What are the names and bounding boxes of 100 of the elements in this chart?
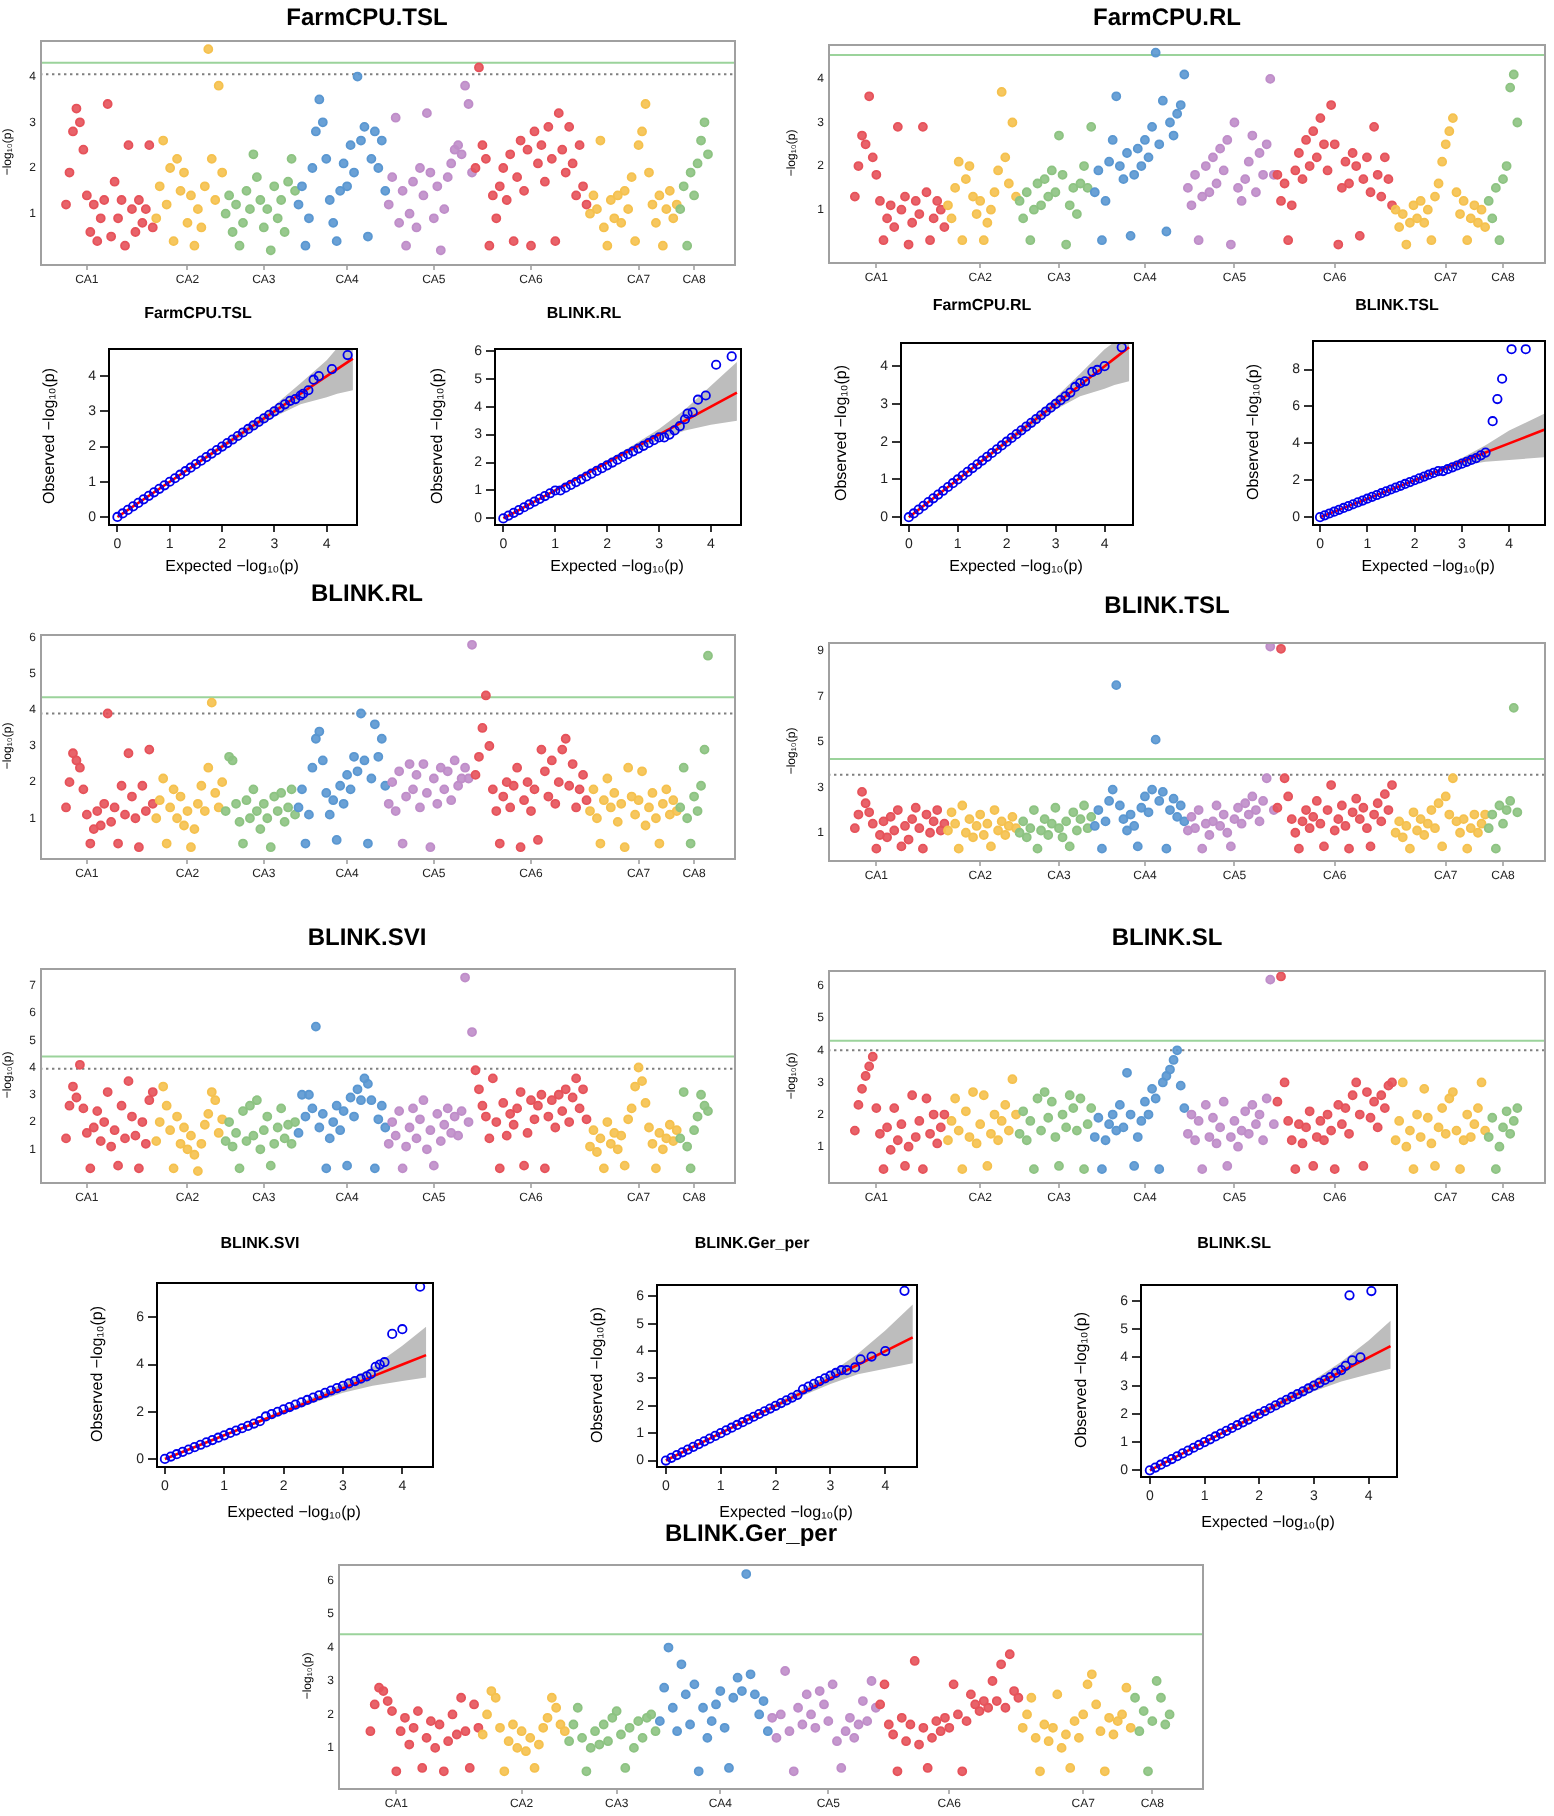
point: [201, 452, 212, 463]
point: [1475, 450, 1486, 461]
point: [1172, 1451, 1183, 1462]
point: [195, 1439, 206, 1450]
point: [808, 1378, 820, 1389]
point: [1161, 1456, 1172, 1467]
point: [1447, 462, 1458, 473]
point: [1297, 1386, 1309, 1397]
point: [555, 485, 566, 496]
chart-title: BLINK.Ger_per: [664, 1519, 838, 1548]
point: [1087, 366, 1098, 377]
point: [1452, 460, 1463, 471]
point: [544, 488, 556, 499]
point: [612, 454, 623, 465]
point: [320, 1387, 331, 1398]
point: [770, 1400, 781, 1411]
point: [1404, 477, 1415, 488]
point: [677, 1447, 688, 1458]
point: [666, 1452, 677, 1463]
point: [671, 1449, 682, 1461]
point: [1520, 344, 1531, 355]
point: [1226, 1422, 1237, 1434]
point: [1466, 454, 1477, 466]
chart-title: BLINK.SL: [1111, 923, 1223, 952]
point: [503, 510, 514, 521]
point: [1314, 512, 1326, 523]
point: [933, 489, 944, 500]
x-axis-title: Expected −log₁₀(p): [1361, 556, 1496, 575]
point: [866, 1351, 877, 1362]
point: [279, 399, 290, 410]
point: [942, 481, 954, 493]
point: [1418, 471, 1430, 482]
point: [206, 448, 217, 459]
point: [112, 511, 123, 523]
point: [1060, 391, 1071, 402]
chart-title: BLINK.TSL: [1104, 591, 1230, 620]
point: [164, 476, 175, 487]
point: [899, 1285, 910, 1296]
point: [308, 1392, 319, 1403]
point: [175, 469, 186, 480]
point: [379, 1357, 390, 1368]
point: [781, 1395, 792, 1406]
point: [219, 1430, 230, 1441]
point: [825, 1370, 836, 1381]
point: [397, 1324, 408, 1335]
point: [972, 459, 983, 470]
point: [225, 1427, 236, 1439]
point: [792, 1389, 803, 1400]
point: [1150, 1462, 1161, 1473]
point: [692, 394, 704, 405]
point: [260, 1411, 271, 1422]
point: [1193, 1439, 1205, 1451]
point: [991, 444, 1003, 455]
point: [1215, 1428, 1227, 1439]
point: [1232, 1420, 1243, 1431]
point: [1497, 373, 1508, 384]
point: [659, 432, 670, 443]
point: [296, 1397, 307, 1408]
point: [211, 444, 222, 456]
point: [797, 1384, 809, 1395]
y-axis-title: Observed −log₁₀(p): [1244, 363, 1263, 501]
point: [272, 1406, 283, 1417]
point: [1166, 1453, 1177, 1465]
point: [952, 474, 963, 485]
point: [314, 1390, 325, 1401]
point: [1248, 1411, 1259, 1422]
point: [1376, 488, 1387, 499]
point: [570, 477, 582, 488]
point: [814, 1376, 825, 1387]
point: [1065, 387, 1076, 398]
point: [189, 1442, 200, 1453]
point: [284, 1401, 295, 1413]
y-axis-title: Observed −log₁₀(p): [428, 367, 447, 505]
point: [913, 504, 924, 515]
point: [855, 1354, 866, 1365]
point: [331, 1383, 343, 1394]
point: [674, 421, 685, 432]
point: [1204, 1434, 1216, 1445]
point: [1045, 402, 1056, 413]
point: [1492, 393, 1503, 405]
point: [602, 460, 613, 471]
point: [1276, 1397, 1287, 1408]
point: [653, 432, 665, 443]
chart-title: BLINK.RL: [546, 304, 622, 323]
point: [1281, 1394, 1292, 1405]
point: [1357, 495, 1368, 506]
point: [117, 508, 128, 519]
y-axis-title: Observed −log₁₀(p): [832, 364, 851, 502]
point: [1433, 465, 1444, 477]
point: [290, 393, 301, 405]
point: [237, 427, 249, 438]
point: [539, 490, 550, 502]
point: [1270, 1400, 1281, 1411]
point: [1362, 493, 1373, 504]
point: [201, 1437, 212, 1448]
point: [1414, 473, 1425, 484]
point: [387, 1328, 398, 1339]
point: [1340, 1360, 1351, 1371]
point: [302, 1394, 313, 1406]
point: [266, 1409, 277, 1420]
